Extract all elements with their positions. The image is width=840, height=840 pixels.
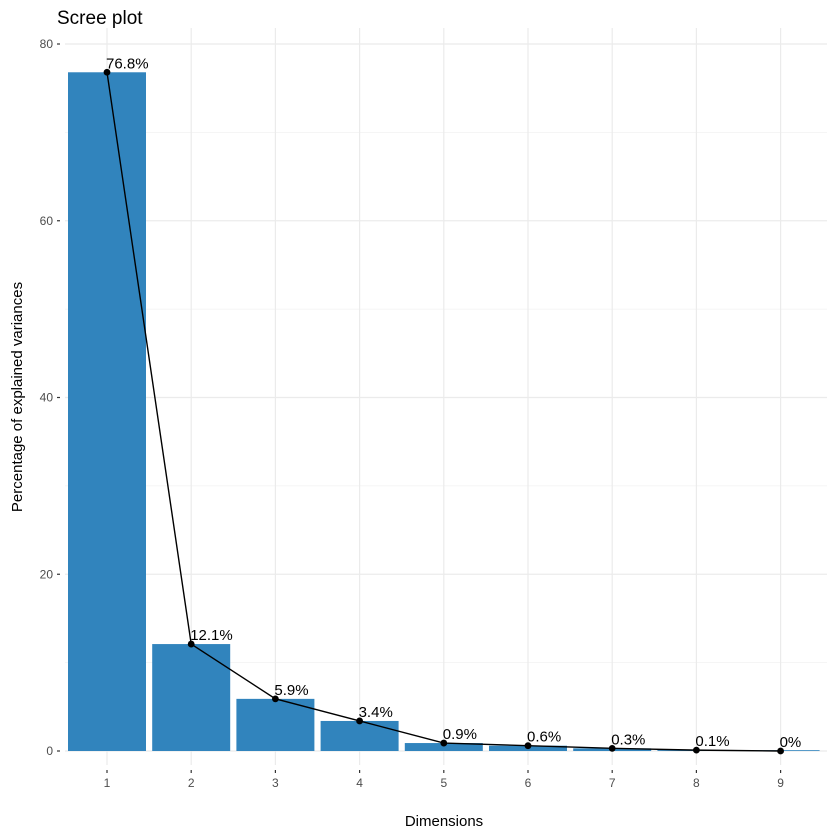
y-axis-title: Percentage of explained variances <box>9 282 26 512</box>
y-tick-label: 60 <box>40 214 54 228</box>
x-axis-title: Dimensions <box>405 813 483 830</box>
chart-title: Scree plot <box>57 8 143 29</box>
point-dimension-8 <box>693 746 700 754</box>
point-dimension-1 <box>103 68 111 76</box>
points-layer <box>103 68 784 755</box>
point-dimension-5 <box>440 739 448 747</box>
y-axis-ticks: 0 20 40 60 80 <box>40 37 60 758</box>
data-label-dimension-6: 0.6% <box>527 729 561 746</box>
bar-dimension-5 <box>404 743 483 751</box>
data-label-dimension-3: 5.9% <box>274 682 308 699</box>
x-tick-label: 6 <box>525 776 532 790</box>
data-labels-layer: 76.8% 12.1% 5.9% 3.4% 0.9% 0.6% 0.3% 0.1% 0% <box>106 55 801 751</box>
x-tick-label: 3 <box>272 776 279 790</box>
y-tick-label: 20 <box>40 567 54 581</box>
data-label-dimension-4: 3.4% <box>359 704 393 721</box>
y-tick-label: 40 <box>40 391 54 405</box>
point-dimension-7 <box>608 744 616 752</box>
y-tick-label: 80 <box>40 37 54 51</box>
point-dimension-9 <box>777 747 784 755</box>
x-tick-label: 7 <box>609 776 616 790</box>
bar-dimension-1 <box>68 72 146 751</box>
grid-layer <box>65 28 827 765</box>
bar-dimension-4 <box>320 720 399 751</box>
data-label-dimension-1: 76.8% <box>106 55 149 72</box>
x-tick-label: 8 <box>693 776 700 790</box>
point-dimension-6 <box>524 742 532 750</box>
bar-dimension-3 <box>236 698 315 751</box>
data-label-dimension-2: 12.1% <box>190 627 233 644</box>
x-tick-label: 4 <box>356 776 363 790</box>
y-tick-label: 0 <box>46 744 53 758</box>
data-label-dimension-7: 0.3% <box>611 731 645 748</box>
x-tick-label: 2 <box>188 776 195 790</box>
bar-dimension-2 <box>152 644 231 751</box>
point-dimension-2 <box>187 640 195 648</box>
data-label-dimension-5: 0.9% <box>443 726 477 743</box>
data-label-dimension-9: 0% <box>780 734 802 751</box>
x-tick-label: 9 <box>777 776 784 790</box>
data-label-dimension-8: 0.1% <box>695 733 729 750</box>
x-tick-label: 5 <box>440 776 447 790</box>
x-axis-ticks: 1 2 3 4 5 6 7 8 9 <box>104 770 784 790</box>
point-dimension-3 <box>272 695 279 703</box>
x-tick-label: 1 <box>104 776 111 790</box>
point-dimension-4 <box>356 717 363 725</box>
